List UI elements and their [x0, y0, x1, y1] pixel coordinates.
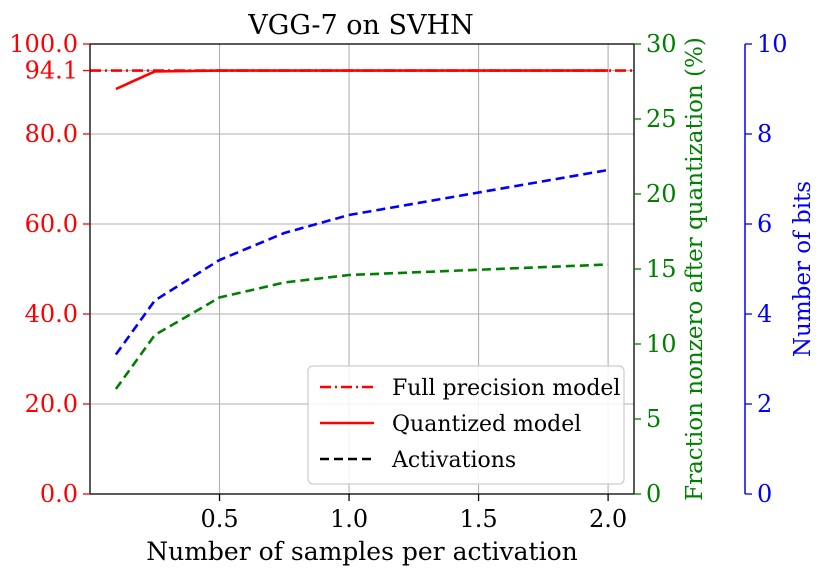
- right2-y-tick-label: 6: [757, 210, 772, 238]
- right1-y-tick-label: 10: [646, 330, 677, 358]
- right1-y-tick-label: 25: [646, 105, 677, 133]
- series-line-number-of-bits: [114, 168, 609, 356]
- legend: Full precision model Quantized model Activ…: [307, 365, 625, 485]
- legend-label: Activations: [391, 448, 516, 473]
- legend-box: [307, 365, 625, 485]
- axes-layer: 0.5 1.0 1.5 2.0 0.0 20.0 40.0 60.0 80.0 94.1100.0…: [9, 30, 787, 533]
- right1-y-tick-label: 5: [646, 405, 661, 433]
- series-line-quantized-model: [115, 69, 609, 91]
- x-axis-label: Number of samples per activation: [146, 537, 578, 566]
- right2-axis-label: Number of bits: [790, 181, 816, 357]
- x-tick-label: 0.5: [200, 505, 238, 533]
- x-tick-label: 1.5: [459, 505, 497, 533]
- left-y-tick-label: 94.1: [25, 57, 78, 85]
- right2-y-tick-label: 2: [757, 390, 772, 418]
- right2-y-tick-label: 8: [757, 120, 772, 148]
- right2-y-tick-label: 0: [757, 480, 772, 508]
- right1-y-tick-label: 30: [646, 30, 677, 58]
- legend-label: Quantized model: [392, 412, 581, 437]
- legend-label: Full precision model: [392, 376, 620, 401]
- right1-y-tick-label: 15: [646, 255, 677, 283]
- left-y-tick-label: 20.0: [25, 390, 78, 418]
- chart-title: VGG-7 on SVHN: [247, 10, 473, 41]
- x-tick-label: 2.0: [589, 505, 627, 533]
- left-y-tick-label: 60.0: [25, 210, 78, 238]
- right2-y-tick-label: 10: [757, 30, 788, 58]
- right1-axis-label: Fraction nonzero after quantization (%): [682, 37, 708, 501]
- right1-y-tick-label: 20: [646, 180, 677, 208]
- right2-y-tick-label: 4: [757, 300, 772, 328]
- left-y-tick-label: 0.0: [40, 480, 78, 508]
- x-tick-label: 1.0: [330, 505, 368, 533]
- left-y-tick-label: 100.0: [9, 30, 78, 58]
- left-y-tick-label: 40.0: [25, 300, 78, 328]
- right1-y-tick-label: 0: [646, 480, 661, 508]
- left-y-tick-label: 80.0: [25, 120, 78, 148]
- series-layer: [90, 69, 634, 390]
- series-line-fraction-nonzero: [114, 263, 609, 390]
